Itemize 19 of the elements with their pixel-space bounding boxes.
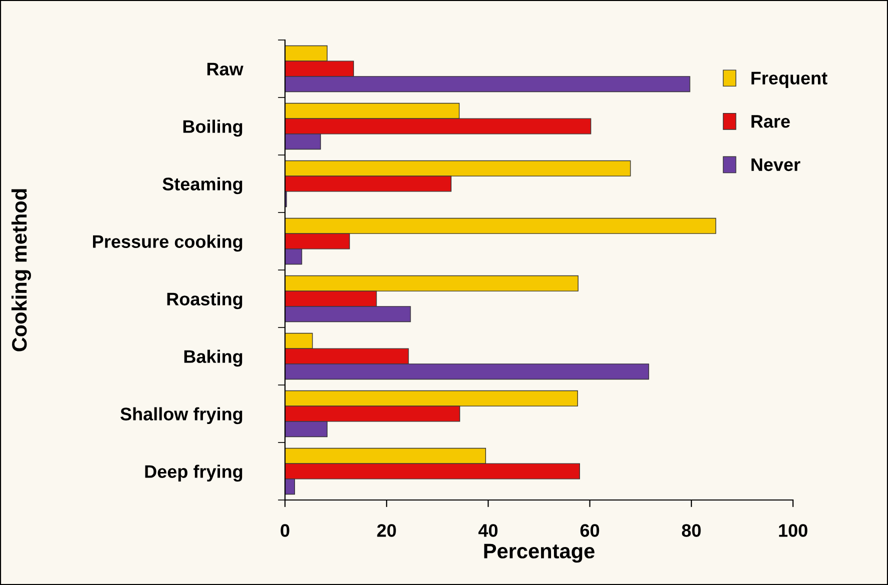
x-tick-label: 80	[682, 524, 701, 537]
y-tick-label: Shallow frying	[120, 407, 242, 424]
y-axis-title: Cooking method	[11, 189, 31, 352]
y-tick-label: Raw	[207, 62, 244, 76]
x-tick-label: 40	[478, 524, 498, 537]
x-tick-label: 20	[377, 524, 396, 537]
x-tick-label: 60	[580, 524, 600, 537]
legend-label: Rare	[752, 115, 790, 128]
y-tick-label: Boiling	[183, 120, 242, 137]
legend-label: Frequent	[752, 72, 828, 88]
y-tick-label: Steaming	[162, 177, 242, 194]
y-tick-label: Roasting	[167, 292, 242, 310]
y-tick-label: Baking	[184, 350, 242, 367]
x-tick-label: 100	[779, 524, 808, 537]
y-tick-label: Deep frying	[145, 464, 242, 482]
y-tick-label: Pressure cooking	[93, 234, 242, 252]
x-axis-title: Percentage	[484, 544, 594, 563]
x-tick-label: 0	[280, 524, 290, 537]
legend-label: Never	[752, 158, 800, 172]
